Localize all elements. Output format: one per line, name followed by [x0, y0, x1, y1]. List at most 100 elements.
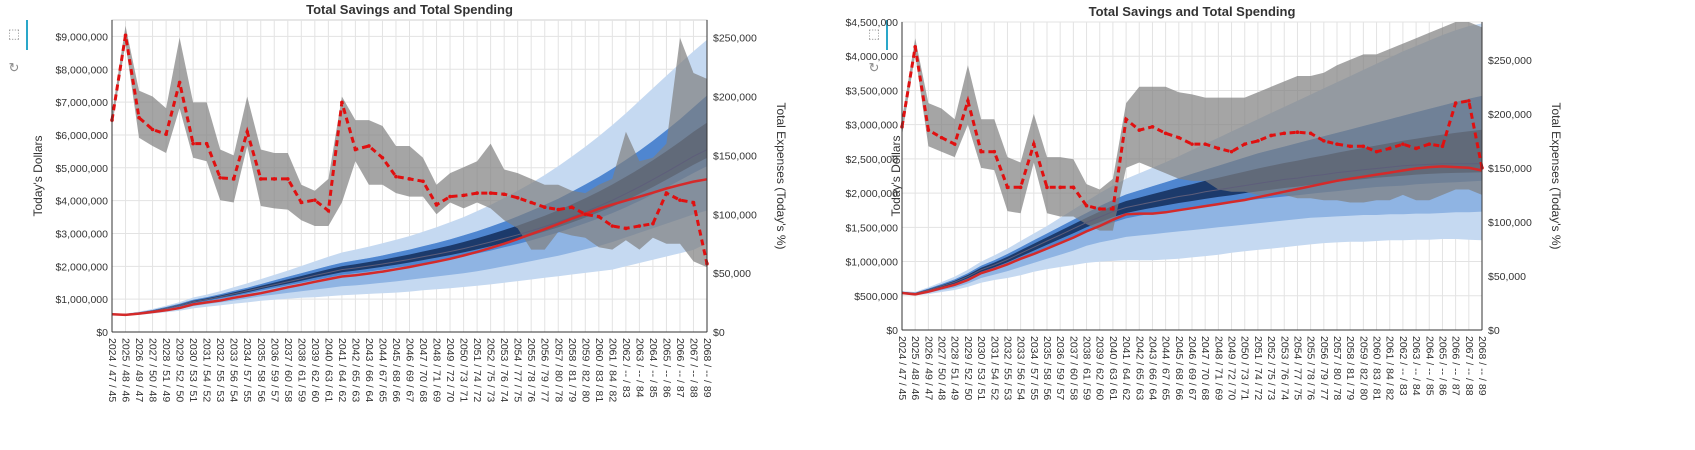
- x-tick-label: 2053 / 76 / 74: [1278, 336, 1290, 400]
- x-tick-label: 2042 / 65 / 63: [349, 338, 361, 402]
- x-tick-label: 2066 / -- / 87: [1450, 336, 1462, 396]
- x-tick-label: 2026 / 49 / 47: [133, 338, 145, 402]
- x-tick-label: 2066 / -- / 87: [674, 338, 686, 398]
- y2-tick-label: $0: [1488, 325, 1500, 337]
- y2-tick-label: $100,000: [1488, 217, 1532, 229]
- reset-icon[interactable]: ↻: [868, 60, 880, 75]
- y-tick-label: $2,000,000: [55, 261, 108, 273]
- x-tick-label: 2065 / -- / 86: [1437, 336, 1449, 396]
- y-tick-label: $0: [886, 325, 898, 337]
- box-zoom-icon[interactable]: ⬚: [7, 26, 21, 41]
- x-tick-label: 2062 / -- / 83: [620, 338, 632, 398]
- x-tick-label: 2041 / 64 / 62: [336, 338, 348, 402]
- x-tick-label: 2068 / -- / 89: [1476, 336, 1488, 396]
- spending-point: [245, 130, 250, 134]
- x-tick-label: 2044 / 67 / 65: [1160, 336, 1172, 400]
- chart-svg: $0 $500,000 $1,000,000 $1,500,000 $2,000,000…: [845, 4, 1563, 400]
- spending-point: [1269, 133, 1273, 138]
- spending-point: [1163, 131, 1168, 136]
- spending-point: [353, 147, 358, 152]
- spending-point: [1453, 101, 1458, 105]
- chart-toolbar: ⬚ ↻: [860, 20, 888, 80]
- y-tick-label: $8,000,000: [55, 64, 108, 76]
- spending-point: [952, 142, 957, 146]
- y-tick-label: $4,000,000: [845, 51, 898, 63]
- y2-tick-label: $200,000: [713, 92, 757, 104]
- spending-point: [1335, 142, 1339, 146]
- spending-point: [992, 149, 997, 154]
- spending-point: [1308, 131, 1313, 136]
- x-tick-label: 2052 / 75 / 73: [485, 338, 497, 402]
- spending-point: [664, 191, 669, 195]
- y-tick-label: $3,000,000: [845, 120, 898, 132]
- spending-point: [597, 214, 601, 219]
- y-tick-label: $2,000,000: [845, 188, 898, 200]
- x-tick-label: 2052 / 75 / 73: [1265, 336, 1277, 400]
- x-tick-label: 2034 / 57 / 55: [241, 338, 253, 402]
- spending-point: [1322, 139, 1326, 143]
- x-tick-label: 2036 / 59 / 57: [268, 338, 280, 402]
- spending-point: [218, 175, 222, 180]
- x-tick-label: 2064 / -- / 85: [647, 338, 659, 398]
- spending-point: [556, 207, 561, 212]
- x-tick-label: 2055 / 78 / 76: [1305, 336, 1317, 400]
- x-tick-label: 2037 / 60 / 58: [282, 338, 294, 402]
- x-tick-label: 2027 / 50 / 48: [936, 336, 948, 400]
- spending-point: [1414, 146, 1418, 151]
- spending-point: [299, 200, 304, 205]
- reset-icon[interactable]: ↻: [8, 60, 20, 75]
- spending-point: [1401, 142, 1405, 146]
- x-tick-label: 2031 / 54 / 52: [201, 338, 213, 402]
- spending-point: [569, 205, 574, 209]
- spending-point: [164, 132, 168, 137]
- spending-point: [137, 115, 141, 120]
- x-tick-label: 2059 / 82 / 80: [1357, 336, 1369, 400]
- x-tick-label: 2051 / 74 / 72: [1252, 336, 1264, 400]
- x-tick-label: 2038 / 61 / 59: [1081, 336, 1093, 400]
- spending-point: [529, 200, 534, 205]
- x-tick-label: 2029 / 52 / 50: [174, 338, 186, 402]
- x-tick-label: 2054 / 77 / 75: [1292, 336, 1304, 400]
- y2-axis-title: Total Expenses (Today's %): [774, 102, 788, 249]
- x-tick-label: 2050 / 73 / 71: [1239, 336, 1251, 400]
- x-tick-label: 2044 / 67 / 65: [377, 338, 389, 402]
- spending-point: [150, 127, 155, 132]
- spending-point: [542, 205, 547, 209]
- y-tick-label: $4,500,000: [845, 17, 898, 29]
- spending-point: [624, 226, 628, 231]
- y2-tick-label: $150,000: [1488, 163, 1532, 175]
- x-tick-label: 2047 / 70 / 68: [417, 338, 429, 402]
- y2-axis-title: Total Expenses (Today's %): [1549, 102, 1563, 249]
- spending-point: [1440, 144, 1445, 149]
- y2-tick-label: $250,000: [1488, 55, 1532, 67]
- spending-point: [231, 177, 236, 181]
- spending-point: [1216, 146, 1221, 151]
- box-zoom-icon[interactable]: ⬚: [867, 26, 881, 41]
- spending-point: [966, 99, 970, 103]
- spending-point: [913, 45, 917, 49]
- y2-tick-label: $100,000: [713, 209, 757, 221]
- spending-point: [1387, 146, 1392, 151]
- spending-point: [285, 177, 290, 181]
- spending-point: [340, 100, 344, 105]
- spending-point: [421, 179, 425, 184]
- x-tick-label: 2049 / 72 / 70: [444, 338, 456, 402]
- x-tick-label: 2040 / 63 / 61: [1107, 336, 1119, 400]
- y-tick-label: $1,000,000: [55, 294, 108, 306]
- x-tick-label: 2048 / 71 / 69: [1212, 336, 1224, 400]
- spending-point: [191, 141, 195, 146]
- x-tick-label: 2063 / -- / 84: [1410, 336, 1422, 396]
- x-tick-label: 2033 / 56 / 54: [1015, 336, 1027, 400]
- spending-point: [1242, 142, 1247, 146]
- spending-point: [313, 198, 317, 202]
- y-axis-title: Today's Dollars: [889, 136, 903, 217]
- x-tick-label: 2056 / 79 / 77: [539, 338, 551, 402]
- x-tick-label: 2024 / 47 / 45: [896, 336, 908, 400]
- spending-point: [637, 224, 642, 228]
- spending-point: [1467, 99, 1471, 103]
- spending-point: [1045, 185, 1049, 190]
- x-tick-label: 2047 / 70 / 68: [1199, 336, 1211, 400]
- x-tick-label: 2042 / 65 / 63: [1133, 336, 1145, 400]
- x-tick-label: 2058 / 81 / 79: [1344, 336, 1356, 400]
- y-tick-label: $1,500,000: [845, 222, 898, 234]
